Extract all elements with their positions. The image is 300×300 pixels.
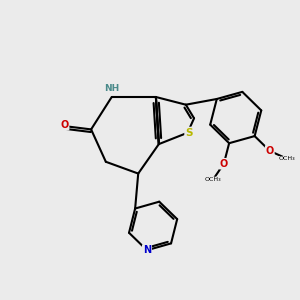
Text: N: N bbox=[143, 245, 151, 255]
Text: OCH₃: OCH₃ bbox=[205, 177, 221, 182]
Text: NH: NH bbox=[104, 84, 119, 93]
Text: O: O bbox=[220, 159, 228, 169]
Text: O: O bbox=[61, 120, 69, 130]
Text: S: S bbox=[185, 128, 193, 138]
Text: O: O bbox=[266, 146, 274, 156]
Text: OCH₃: OCH₃ bbox=[279, 156, 296, 161]
